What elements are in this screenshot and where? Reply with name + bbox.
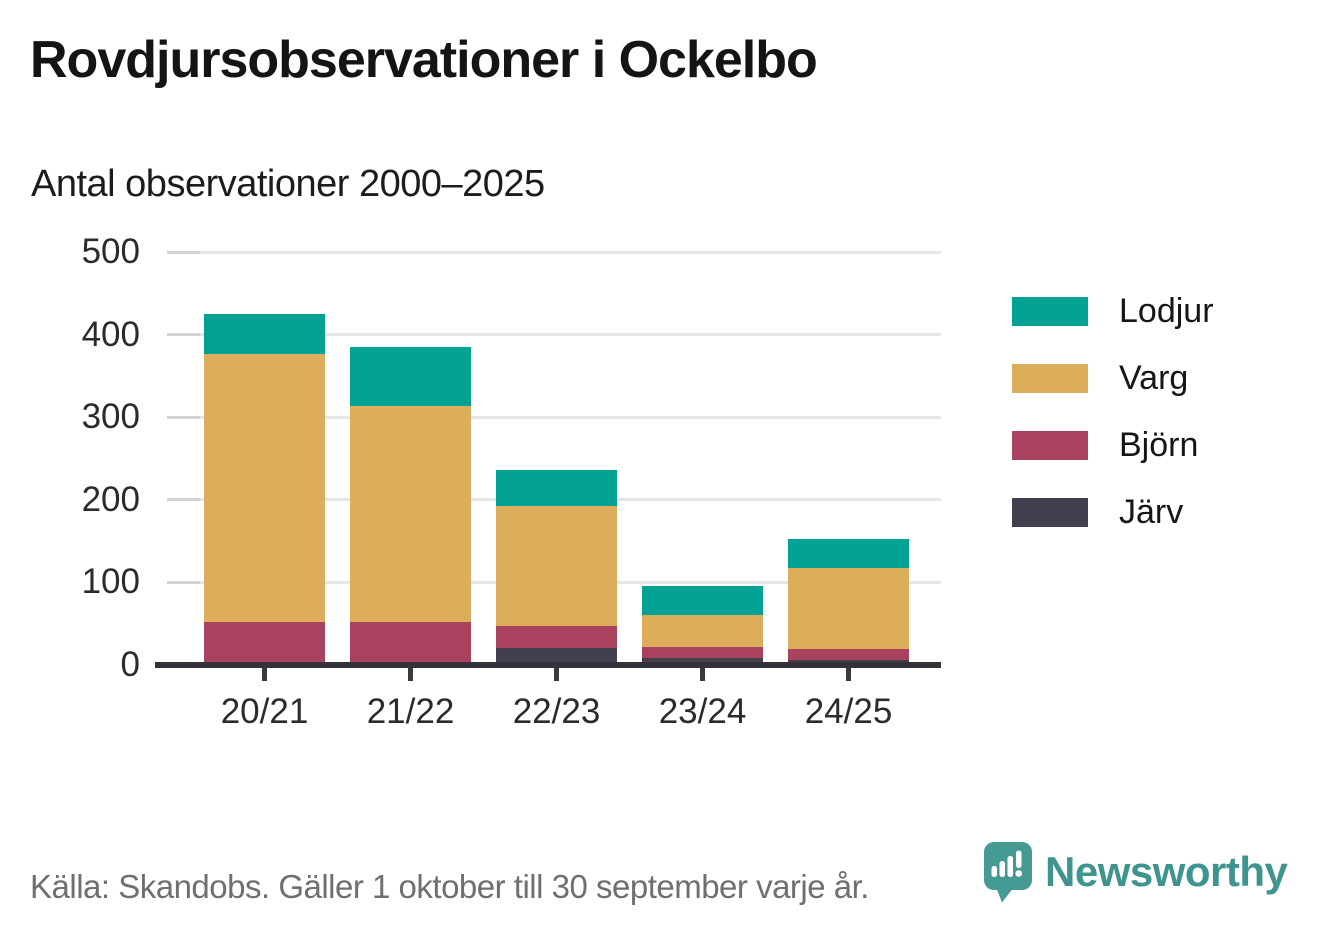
bar-segment-20-21-lodjur — [204, 313, 325, 354]
bar-segment-24-25-lodjur — [788, 539, 909, 568]
bar-segment-23-24-järv — [642, 658, 763, 665]
y-tick-200 — [167, 498, 200, 502]
gridline-400 — [167, 333, 941, 337]
y-tick-300 — [167, 415, 200, 419]
y-tick-500 — [167, 250, 200, 254]
legend-label-järv: Järv — [1119, 493, 1184, 531]
legend-swatch-varg — [1012, 364, 1088, 393]
bar-segment-24-25-varg — [788, 567, 909, 650]
x-tick-22-23 — [554, 668, 559, 681]
legend: Lodjur Varg Björn Järv — [1012, 292, 1214, 560]
y-axis-label-200: 200 — [81, 479, 140, 519]
bar-segment-21-22-varg — [350, 406, 471, 623]
x-tick-24-25 — [846, 668, 851, 681]
x-axis-label-22-23: 22/23 — [512, 692, 601, 731]
legend-item-björn: Björn — [1012, 426, 1214, 465]
y-tick-100 — [167, 580, 200, 584]
x-axis-label-21-22: 21/22 — [366, 692, 455, 731]
bar-segment-23-24-björn — [642, 646, 763, 659]
gridline-500 — [167, 250, 941, 254]
bar-segment-23-24-varg — [642, 615, 763, 647]
x-tick-20-21 — [262, 668, 267, 681]
legend-label-lodjur: Lodjur — [1119, 292, 1214, 330]
y-axis-label-0: 0 — [120, 645, 140, 684]
legend-label-björn: Björn — [1119, 426, 1199, 464]
x-axis-label-20-21: 20/21 — [220, 692, 309, 731]
bar-segment-22-23-björn — [496, 626, 617, 649]
page-title: Rovdjursobservationer i Ockelbo — [30, 31, 818, 89]
legend-swatch-järv — [1012, 498, 1088, 527]
legend-item-järv: Järv — [1012, 493, 1214, 532]
bar-segment-22-23-järv — [496, 648, 617, 665]
gridline-300 — [167, 415, 941, 419]
chart-subtitle: Antal observationer 2000–2025 — [31, 163, 545, 205]
bar-segment-20-21-björn — [204, 622, 325, 664]
y-axis-label-100: 100 — [81, 562, 140, 602]
y-tick-400 — [167, 333, 200, 337]
bar-segment-20-21-varg — [204, 353, 325, 623]
x-tick-21-22 — [408, 668, 413, 681]
x-tick-23-24 — [700, 668, 705, 681]
x-axis-label-23-24: 23/24 — [658, 692, 747, 731]
y-axis-label-500: 500 — [81, 232, 140, 271]
bar-segment-21-22-lodjur — [350, 346, 471, 407]
legend-swatch-björn — [1012, 431, 1088, 460]
bar-segment-23-24-lodjur — [642, 585, 763, 616]
x-axis-label-24-25: 24/25 — [804, 692, 893, 731]
bar-segment-22-23-lodjur — [496, 470, 617, 506]
legend-item-varg: Varg — [1012, 359, 1214, 398]
legend-label-varg: Varg — [1119, 359, 1189, 397]
legend-item-lodjur: Lodjur — [1012, 292, 1214, 331]
bar-segment-22-23-varg — [496, 505, 617, 627]
y-axis-label-300: 300 — [81, 397, 140, 437]
bar-segment-21-22-björn — [350, 622, 471, 662]
x-axis-line — [155, 662, 941, 668]
bar-segment-24-25-björn — [788, 649, 909, 661]
legend-swatch-lodjur — [1012, 297, 1088, 326]
y-axis-label-400: 400 — [81, 314, 140, 354]
